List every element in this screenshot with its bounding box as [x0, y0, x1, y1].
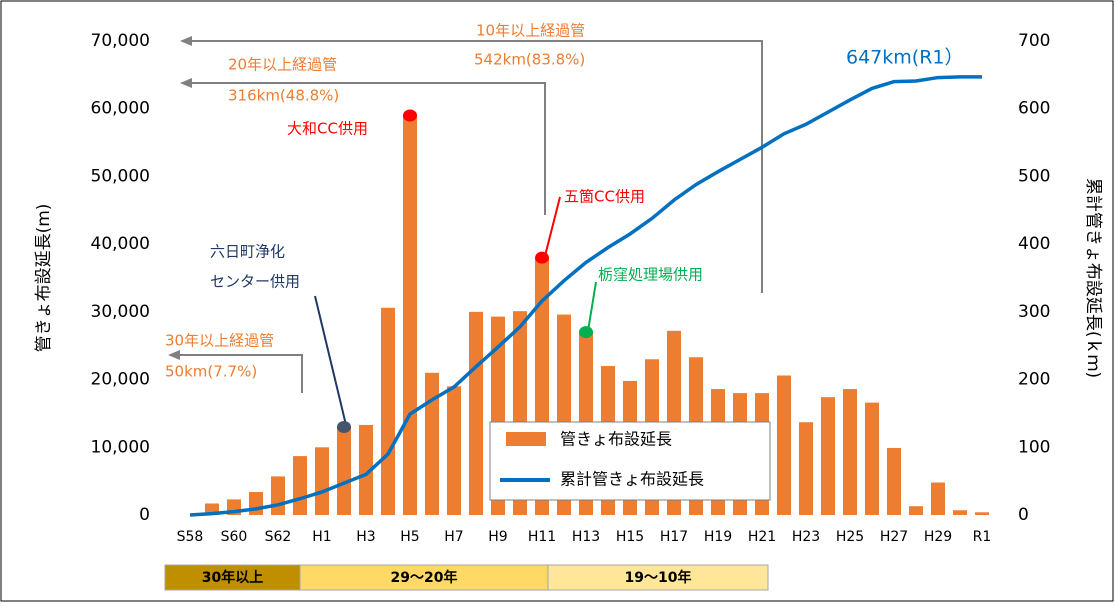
annotation: 542km(83.8%) — [474, 51, 585, 69]
arrow-20 — [190, 82, 546, 215]
leader — [544, 196, 561, 257]
bar — [381, 307, 395, 515]
event-dot — [337, 420, 351, 433]
bar — [205, 503, 219, 515]
arrowhead — [180, 36, 192, 46]
y-tick-label: 30,000 — [91, 302, 150, 322]
leader — [587, 281, 597, 332]
bar — [293, 456, 307, 515]
x-tick-label: H29 — [924, 529, 952, 545]
bar — [843, 389, 857, 515]
annotation: 大和CC供用 — [287, 120, 368, 138]
event-dot — [579, 326, 593, 339]
legend-label: 累計管きょ布設延長 — [560, 470, 704, 489]
y2-tick-label: 500 — [1018, 166, 1050, 186]
annotation: 647km(R1） — [846, 47, 963, 69]
bar — [821, 397, 835, 515]
legend-swatch — [506, 432, 546, 446]
period-band — [164, 564, 301, 591]
arrowheads — [168, 36, 192, 360]
x-tick-label: H17 — [660, 529, 688, 545]
y2-tick-label: 100 — [1018, 437, 1050, 457]
y-tick-label: 40,000 — [91, 234, 150, 254]
bar — [447, 386, 461, 515]
arrow-30 — [178, 354, 303, 393]
x-tick-label: H9 — [488, 529, 507, 545]
annotation: センター供用 — [210, 273, 300, 291]
bar — [359, 424, 373, 515]
x-tick-label: S58 — [177, 529, 204, 545]
x-tick-label: R1 — [973, 529, 992, 545]
x-tick-label: H27 — [880, 529, 908, 545]
y2-tick-label: 700 — [1018, 31, 1050, 51]
x-tick-label: S62 — [265, 529, 292, 545]
annotation: 10年以上経過管 — [476, 22, 585, 40]
x-tick-label: S60 — [221, 529, 248, 545]
event-dot — [403, 109, 417, 122]
y2-axis-title: 累計管きょ布設延長(ｋｍ) — [1083, 178, 1103, 378]
x-tick-label: H19 — [704, 529, 732, 545]
arrowhead — [168, 350, 180, 360]
bar — [403, 115, 417, 515]
bar — [865, 402, 879, 515]
leader — [314, 295, 347, 426]
y-tick-label: 0 — [139, 505, 150, 525]
y2-tick-label: 0 — [1018, 505, 1029, 525]
y-tick-label: 10,000 — [91, 437, 150, 457]
bar — [953, 510, 967, 515]
bar — [469, 311, 483, 515]
bar — [909, 506, 923, 515]
event-dot — [535, 251, 549, 264]
x-tick-label: H5 — [400, 529, 419, 545]
period-band — [299, 564, 549, 591]
x-tick-label: H13 — [572, 529, 600, 545]
x-tick-label: H11 — [528, 529, 556, 545]
bar — [777, 375, 791, 515]
x-tick-label: H7 — [444, 529, 463, 545]
x-tick-label: H3 — [356, 529, 375, 545]
annotation: 五箇CC供用 — [564, 188, 645, 206]
x-tick-label: H25 — [836, 529, 864, 545]
arrowhead — [180, 78, 192, 88]
y-tick-label: 50,000 — [91, 166, 150, 186]
bar — [337, 426, 351, 515]
x-tick-label: H15 — [616, 529, 644, 545]
y-tick-label: 70,000 — [91, 31, 150, 51]
annotation: 30年以上経過管 — [165, 332, 274, 350]
y2-tick-label: 400 — [1018, 234, 1050, 254]
period-label: 19〜10年 — [625, 569, 692, 586]
bar — [975, 512, 989, 515]
arrow-10 — [190, 40, 763, 293]
bar — [931, 482, 945, 515]
y-axis-title: 管きょ布設延長(m) — [34, 204, 54, 353]
annotation: 316km(48.8%) — [228, 87, 339, 105]
x-tick-label: H1 — [312, 529, 331, 545]
bar — [425, 372, 439, 515]
legend-label: 管きょ布設延長 — [560, 430, 672, 449]
annotation: 栃窪処理場供用 — [598, 266, 703, 284]
bar — [249, 491, 263, 515]
annotation: 六日町浄化 — [210, 243, 285, 261]
period-label: 29〜20年 — [391, 569, 458, 586]
period-label: 30年以上 — [202, 569, 263, 586]
y2-tick-label: 600 — [1018, 99, 1050, 119]
y2-tick-label: 200 — [1018, 370, 1050, 390]
line — [189, 75, 982, 517]
bar — [271, 476, 285, 515]
y2-tick-label: 300 — [1018, 302, 1050, 322]
annotation: 50km(7.7%) — [165, 363, 257, 381]
y-tick-label: 60,000 — [91, 99, 150, 119]
bar — [315, 447, 329, 515]
bar — [887, 447, 901, 515]
period-band — [547, 564, 769, 591]
bar — [799, 422, 813, 515]
annotation: 20年以上経過管 — [228, 56, 337, 74]
y-tick-label: 20,000 — [91, 370, 150, 390]
x-tick-label: H21 — [748, 529, 776, 545]
x-tick-label: H23 — [792, 529, 820, 545]
arrows — [178, 40, 763, 393]
